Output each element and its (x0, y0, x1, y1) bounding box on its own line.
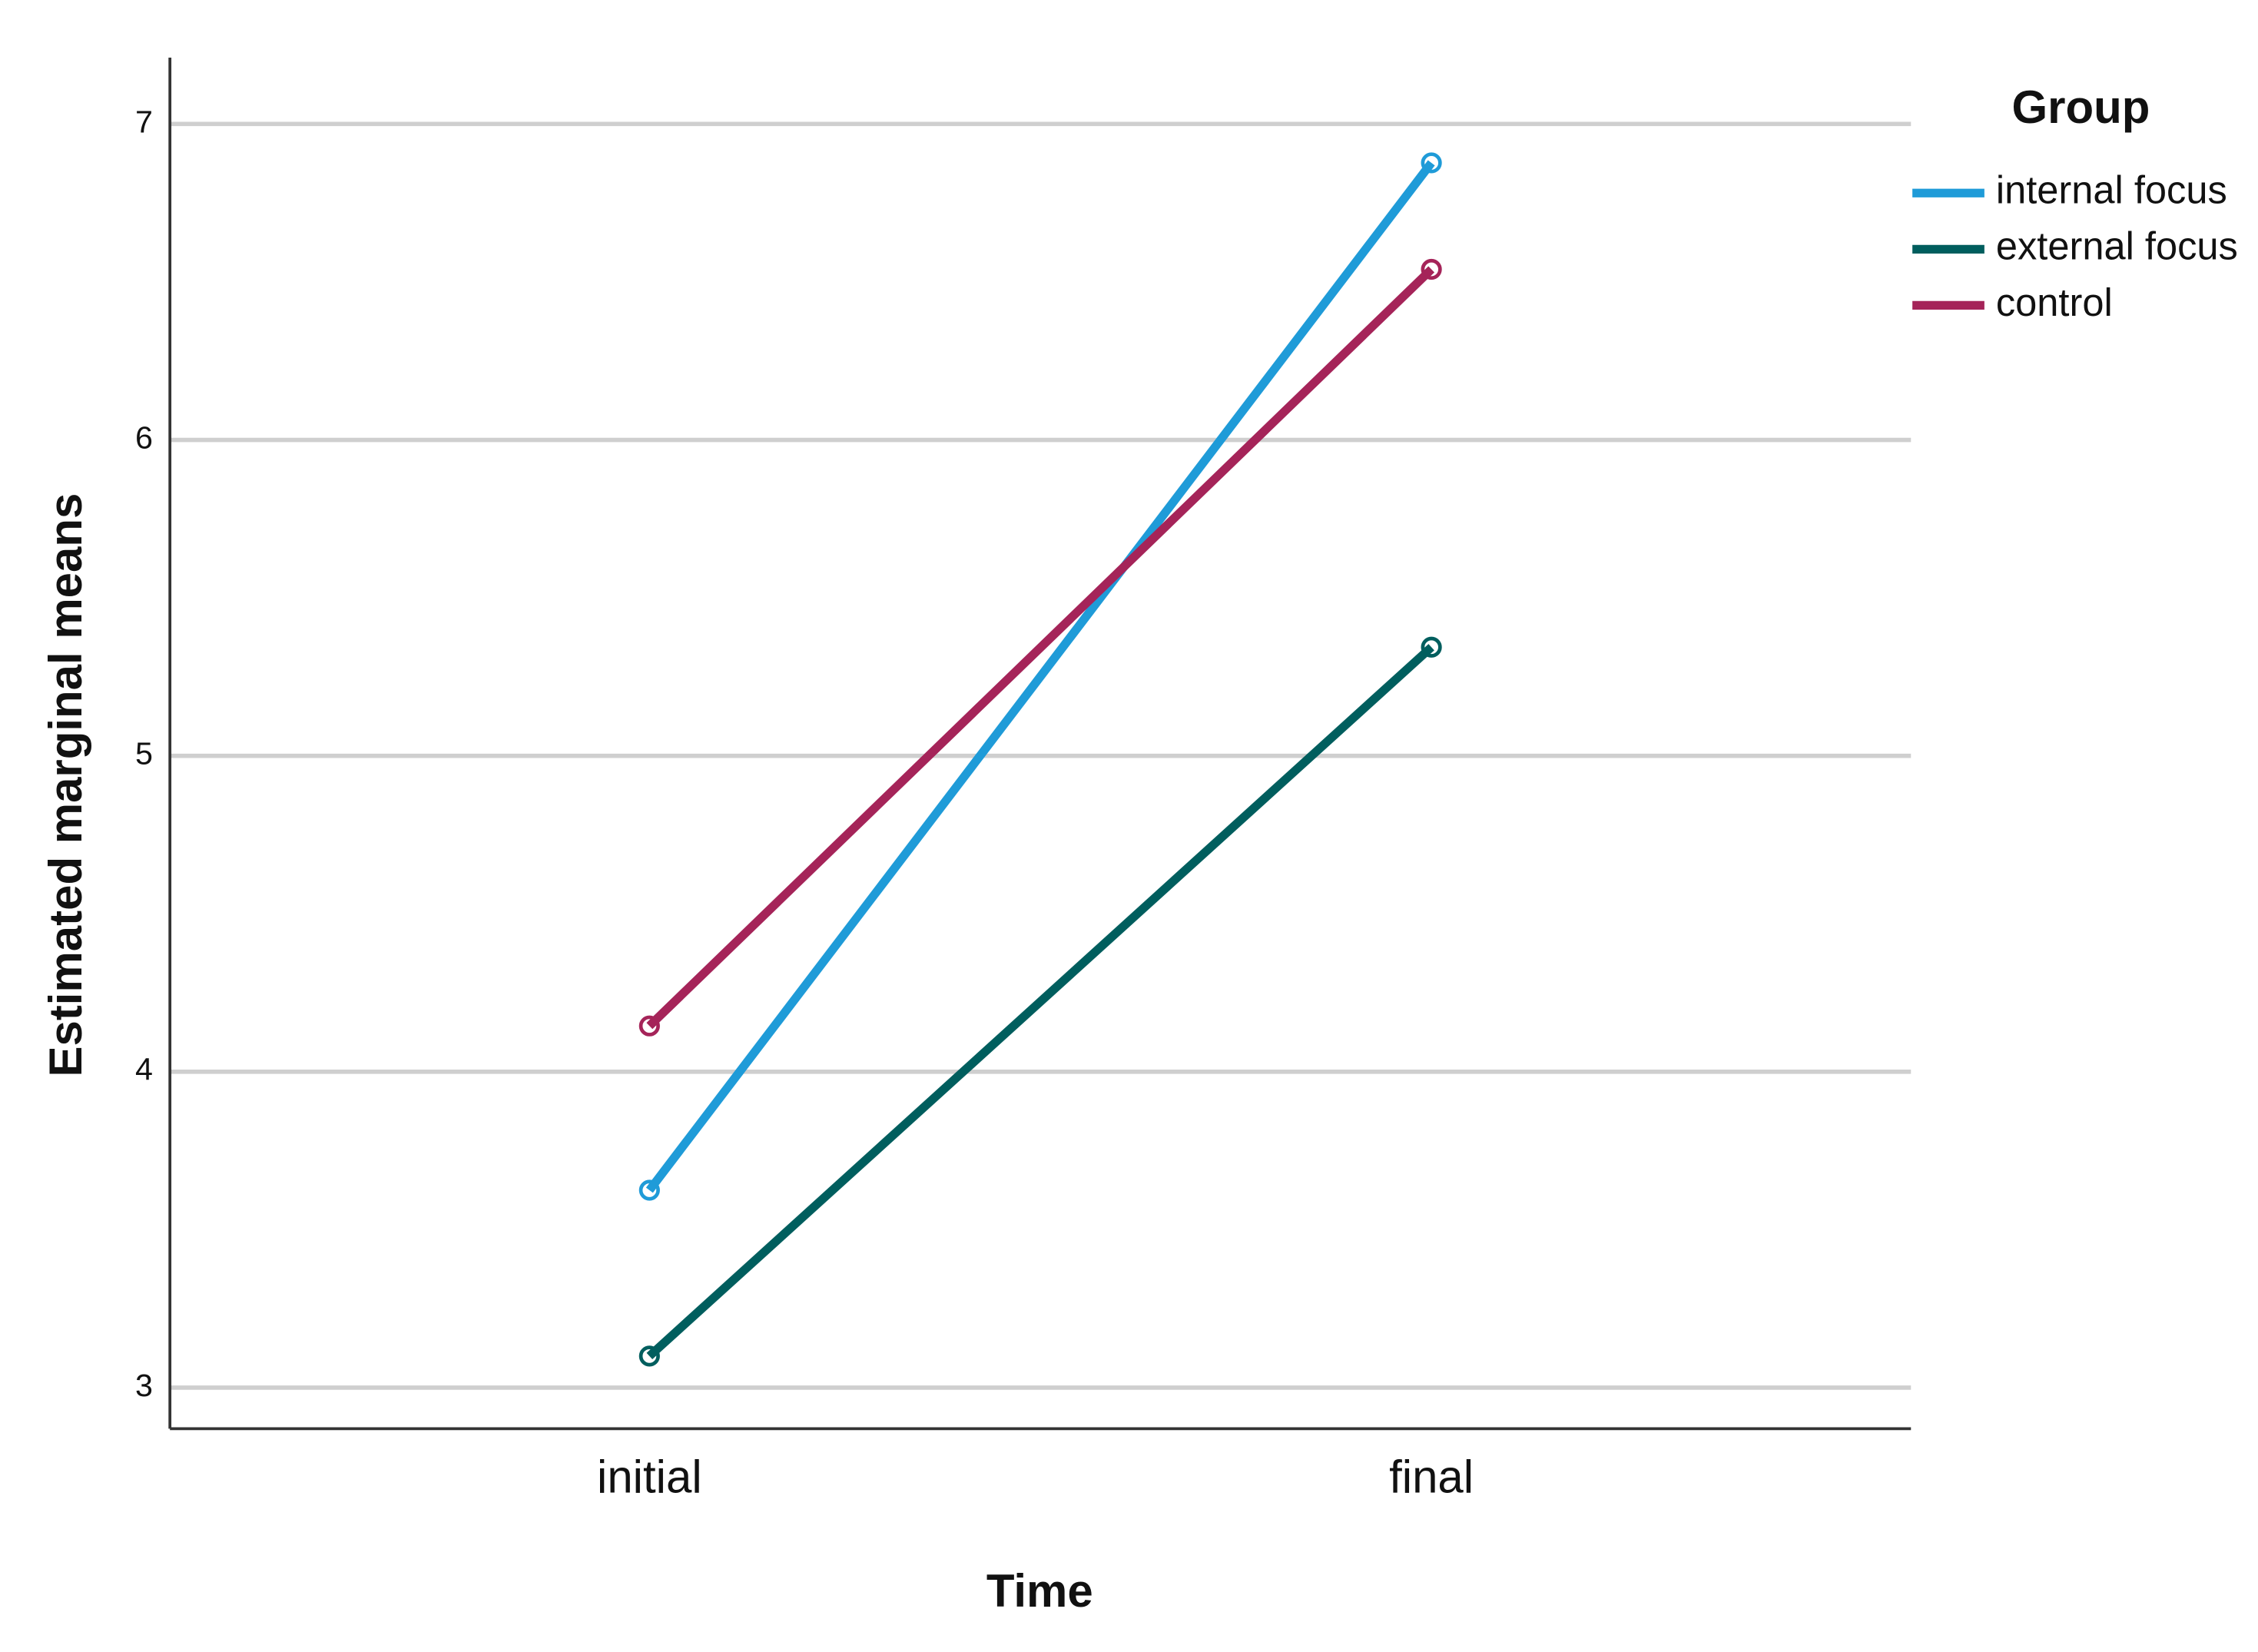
data-point (638, 1345, 660, 1367)
data-point (638, 1015, 660, 1037)
series-line (646, 266, 1435, 1030)
y-axis-title: Estimated marginal means (40, 493, 91, 1077)
y-tick-label: 7 (135, 104, 153, 139)
y-tick-label: 4 (135, 1052, 153, 1087)
data-point (638, 1179, 660, 1201)
y-tick-label: 3 (135, 1368, 153, 1403)
legend-label: internal focus (1996, 168, 2227, 212)
series-line (646, 644, 1434, 1360)
x-tick-label: initial (597, 1451, 702, 1503)
y-tick-label: 5 (135, 736, 153, 771)
legend-label: external focus (1996, 224, 2238, 268)
x-axis-title: Time (986, 1565, 1093, 1617)
legend-title: Group (2012, 81, 2150, 133)
data-point (1421, 258, 1442, 280)
series-line (645, 160, 1435, 1193)
legend-label: control (1996, 280, 2113, 324)
y-tick-label: 6 (135, 420, 153, 455)
x-tick-label: final (1389, 1451, 1474, 1503)
data-point (1421, 636, 1442, 658)
data-point (1421, 152, 1442, 174)
